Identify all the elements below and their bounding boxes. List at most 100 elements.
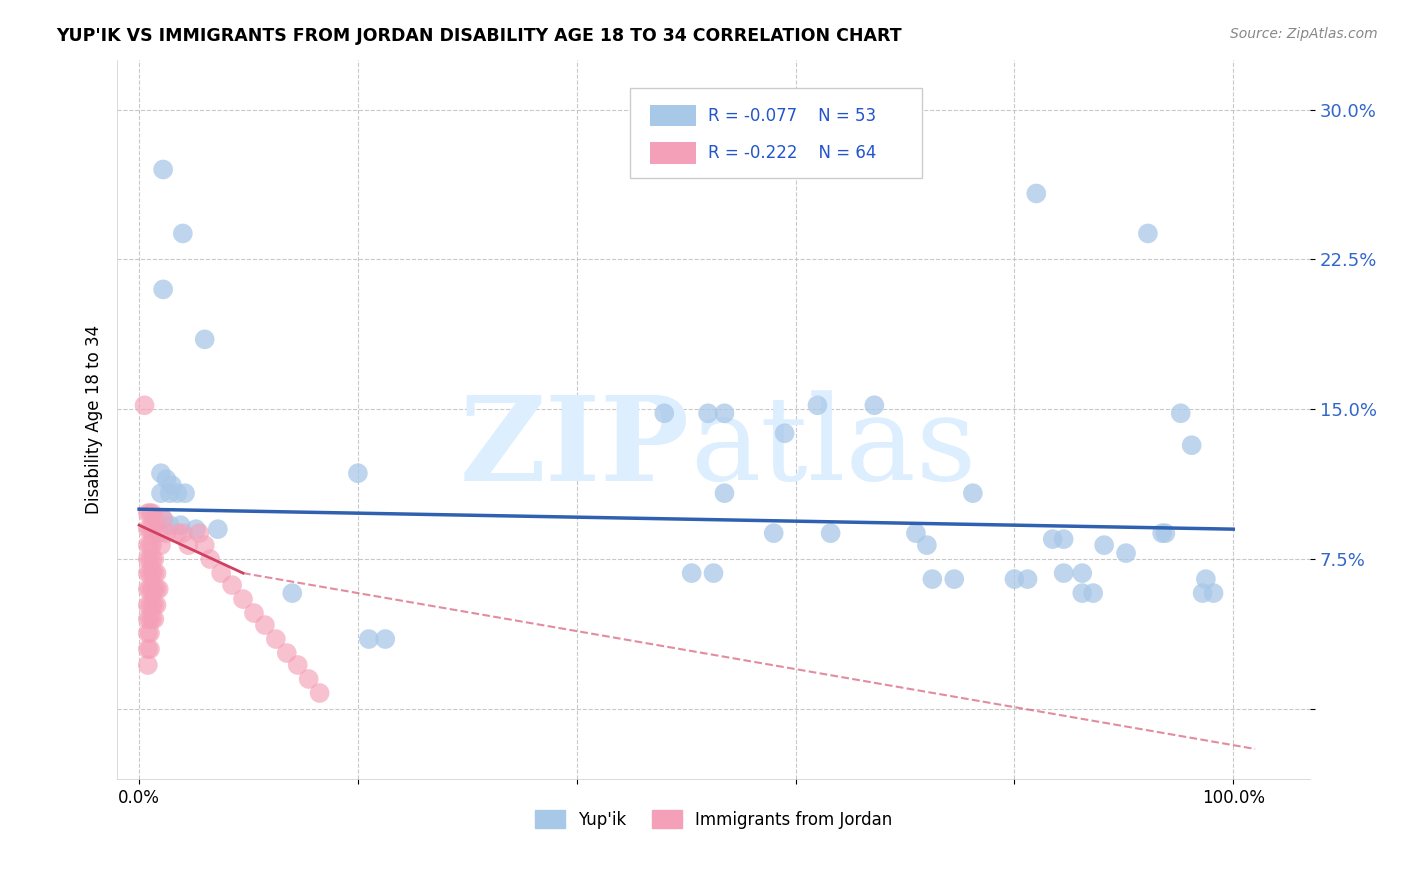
Point: [1071, 566, 1094, 581]
Point: [166, 486, 188, 500]
Point: [1202, 586, 1225, 600]
Point: [863, 398, 886, 412]
Point: [143, 582, 166, 596]
Point: [139, 506, 162, 520]
Point: [652, 406, 675, 420]
Point: [141, 538, 163, 552]
Point: [232, 592, 254, 607]
Point: [184, 522, 207, 536]
Point: [221, 578, 243, 592]
Point: [155, 526, 177, 541]
Point: [921, 572, 943, 586]
Point: [253, 618, 276, 632]
Point: [702, 566, 724, 581]
Text: atlas: atlas: [690, 391, 976, 506]
Point: [139, 598, 162, 612]
Point: [160, 478, 183, 492]
Point: [136, 522, 159, 536]
Point: [1181, 438, 1204, 452]
Point: [281, 586, 304, 600]
Point: [149, 486, 172, 500]
Point: [145, 566, 167, 581]
Point: [1053, 532, 1076, 546]
Point: [139, 552, 162, 566]
Point: [139, 612, 162, 626]
Point: [152, 512, 174, 526]
Point: [139, 626, 162, 640]
Point: [697, 406, 720, 420]
Point: [276, 646, 298, 660]
Point: [298, 672, 321, 686]
Point: [143, 552, 166, 566]
Point: [209, 566, 232, 581]
Point: [1042, 532, 1064, 546]
Point: [1115, 546, 1137, 560]
Point: [347, 467, 370, 481]
Point: [134, 398, 156, 412]
Point: [155, 472, 177, 486]
Point: [149, 467, 172, 481]
Point: [141, 598, 163, 612]
Point: [374, 632, 396, 646]
Point: [141, 506, 163, 520]
Point: [1170, 406, 1192, 420]
Point: [141, 552, 163, 566]
Point: [148, 526, 170, 541]
Y-axis label: Disability Age 18 to 34: Disability Age 18 to 34: [86, 325, 103, 514]
Point: [177, 538, 200, 552]
Point: [141, 566, 163, 581]
Point: [1152, 526, 1174, 541]
Point: [1017, 572, 1039, 586]
Point: [136, 626, 159, 640]
Point: [915, 538, 938, 552]
Point: [136, 506, 159, 520]
Point: [136, 552, 159, 566]
Point: [198, 552, 221, 566]
Text: YUP'IK VS IMMIGRANTS FROM JORDAN DISABILITY AGE 18 TO 34 CORRELATION CHART: YUP'IK VS IMMIGRANTS FROM JORDAN DISABIL…: [56, 27, 901, 45]
Point: [166, 526, 188, 541]
Point: [713, 406, 735, 420]
Point: [145, 582, 167, 596]
Point: [143, 612, 166, 626]
Text: Source: ZipAtlas.com: Source: ZipAtlas.com: [1230, 27, 1378, 41]
Point: [681, 566, 703, 581]
Point: [169, 518, 191, 533]
Point: [357, 632, 380, 646]
Point: [762, 526, 785, 541]
Point: [136, 582, 159, 596]
Point: [141, 612, 163, 626]
Point: [207, 522, 229, 536]
Point: [1136, 227, 1159, 241]
Point: [139, 522, 162, 536]
Point: [149, 538, 172, 552]
Point: [806, 398, 828, 412]
Legend: Yup'ik, Immigrants from Jordan: Yup'ik, Immigrants from Jordan: [529, 804, 898, 835]
Point: [308, 686, 330, 700]
Point: [1154, 526, 1177, 541]
Point: [194, 332, 217, 346]
Point: [159, 518, 181, 533]
FancyBboxPatch shape: [651, 105, 696, 127]
Point: [1191, 586, 1213, 600]
Text: R = -0.222    N = 64: R = -0.222 N = 64: [707, 145, 876, 162]
Point: [172, 227, 194, 241]
Point: [243, 606, 266, 620]
Point: [1025, 186, 1047, 201]
Point: [136, 598, 159, 612]
Point: [152, 282, 174, 296]
Point: [820, 526, 842, 541]
Point: [287, 658, 309, 673]
Point: [136, 566, 159, 581]
Point: [145, 598, 167, 612]
Point: [148, 582, 170, 596]
FancyBboxPatch shape: [651, 143, 696, 164]
Point: [1092, 538, 1115, 552]
Point: [139, 566, 162, 581]
Point: [141, 522, 163, 536]
Point: [159, 486, 181, 500]
Point: [139, 538, 162, 552]
Point: [194, 538, 217, 552]
Text: ZIP: ZIP: [460, 391, 690, 506]
Point: [188, 526, 211, 541]
Point: [141, 582, 163, 596]
